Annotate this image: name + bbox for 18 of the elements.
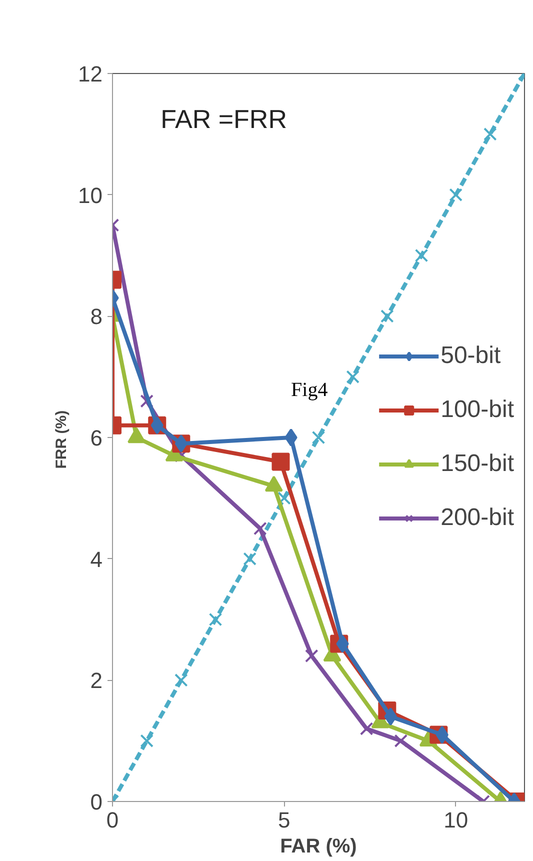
x-tick-label: 0 xyxy=(106,808,119,832)
x-tick-label: 5 xyxy=(278,808,290,832)
x-axis-title: FAR (%) xyxy=(280,836,357,858)
y-tick-label: 10 xyxy=(78,182,103,208)
annotation: FAR =FRR xyxy=(160,104,287,134)
annotation: Fig4 xyxy=(291,379,328,402)
legend-label: 100-bit xyxy=(440,396,514,424)
legend-label: 50-bit xyxy=(440,342,501,370)
y-tick-label: 6 xyxy=(90,426,103,450)
legend-label: 150-bit xyxy=(440,450,514,478)
legend-label: 200-bit xyxy=(440,504,514,532)
y-tick-label: 2 xyxy=(90,668,103,694)
y-tick-label: 0 xyxy=(90,790,103,814)
x-tick-label: 10 xyxy=(444,808,468,832)
y-axis-title: FRR (%) xyxy=(53,410,70,469)
y-tick-label: 4 xyxy=(90,546,103,572)
y-tick-label: 8 xyxy=(90,304,103,330)
y-tick-label: 12 xyxy=(78,62,103,86)
